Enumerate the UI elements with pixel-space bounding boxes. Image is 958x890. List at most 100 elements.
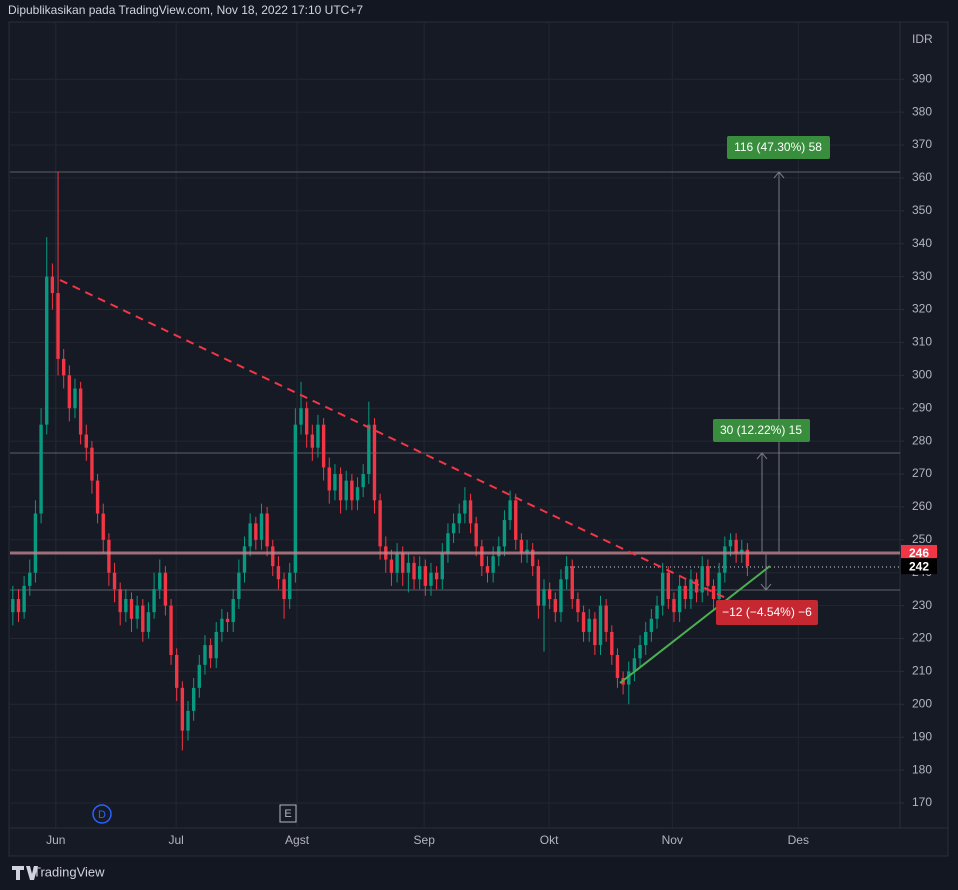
candle-body [632,658,637,672]
candle-body [655,605,659,619]
candle-body [536,566,541,606]
x-tick-label: Jul [168,833,183,847]
candle-body [101,513,105,540]
candle-body [389,559,394,573]
candle-body [446,533,450,553]
candle-body [50,276,55,294]
y-tick-label: 330 [912,269,932,283]
candle-body [666,572,671,600]
price-label-box [901,544,937,561]
candle-body [248,523,252,547]
candle-body [542,589,546,606]
candle-body [480,546,484,567]
y-tick-label: 320 [912,302,932,316]
price-label: 246 [909,546,929,560]
currency: IDR [912,32,933,46]
candle-body [282,579,286,600]
candle-body [180,687,185,731]
y-tick-label: 210 [912,664,932,678]
candle-body [310,434,315,448]
candle-body [412,562,416,580]
candle-body [525,549,529,553]
candle-body [169,605,173,655]
candle-body [316,424,320,448]
trend-line [59,279,731,601]
candle-body [615,654,620,678]
measure-box [727,136,830,159]
candle-body [78,388,83,435]
candle-body [186,710,190,731]
y-tick-label: 300 [912,367,932,381]
candle-body [587,618,591,632]
candle-body [242,546,247,573]
candle-body [401,552,405,573]
candle-body [28,572,32,586]
y-tick-label: 220 [912,631,932,645]
candle-body [745,549,750,567]
logo [12,866,38,880]
candle-body [593,618,597,646]
y-tick-label: 230 [912,598,932,612]
candle-body [112,572,117,590]
candle-body [259,513,264,540]
header: Dipublikasikan pada TradingView.com, Nov… [8,3,363,17]
candle-body [214,631,218,659]
candle-body [67,375,72,409]
candle-body [152,589,156,613]
candle-body [11,599,15,613]
event-marker[interactable] [279,804,297,823]
candle-body [124,599,128,613]
y-tick-label: 310 [912,335,932,349]
candle-body [355,487,360,501]
candle-body [118,589,122,613]
candle-body [197,664,201,688]
candle-body [378,500,382,547]
candle-body [344,480,348,501]
candle-body [304,408,309,435]
candle-body [158,572,162,590]
candle-body [514,500,518,540]
y-tick-label: 190 [912,729,932,743]
candle-body [734,539,738,553]
y-tick-label: 350 [912,203,932,217]
candle-body [677,585,682,613]
candle-body [254,523,258,540]
y-tick-label: 200 [912,696,932,710]
candle-body [660,572,665,606]
x-tick-label: Des [788,833,809,847]
candle-body [231,599,235,623]
candle-body [700,566,704,593]
candle-body [16,599,21,613]
event-marker[interactable] [92,804,112,824]
candle-body [491,556,495,573]
candle-body [333,474,337,491]
x-tick-label: Jun [46,833,65,847]
candle-body [497,546,501,557]
candle-body [531,549,535,567]
candle-body [361,474,365,488]
candle-body [327,467,331,491]
candle-body [559,579,563,613]
candle-body [694,579,699,593]
event-label[interactable]: E [284,808,291,820]
candle-body [463,500,467,514]
candle-body [604,605,608,632]
candle-body [717,572,721,600]
candle-body [406,562,411,573]
event-label[interactable]: D [98,809,106,821]
candle-body [672,599,676,613]
y-tick-label: 270 [912,466,932,480]
y-tick-label: 380 [912,104,932,118]
candle-body [129,599,134,619]
candle-body [564,566,569,580]
candle-body [299,408,303,425]
candle-body [191,687,196,711]
measure-label: 30 (12.22%) 15 [720,423,802,437]
candle-body [423,566,428,586]
y-tick-label: 370 [912,137,932,151]
candle-body [644,631,648,646]
candle-body [576,599,580,613]
candle-body [45,276,49,425]
candle-body [90,447,94,481]
